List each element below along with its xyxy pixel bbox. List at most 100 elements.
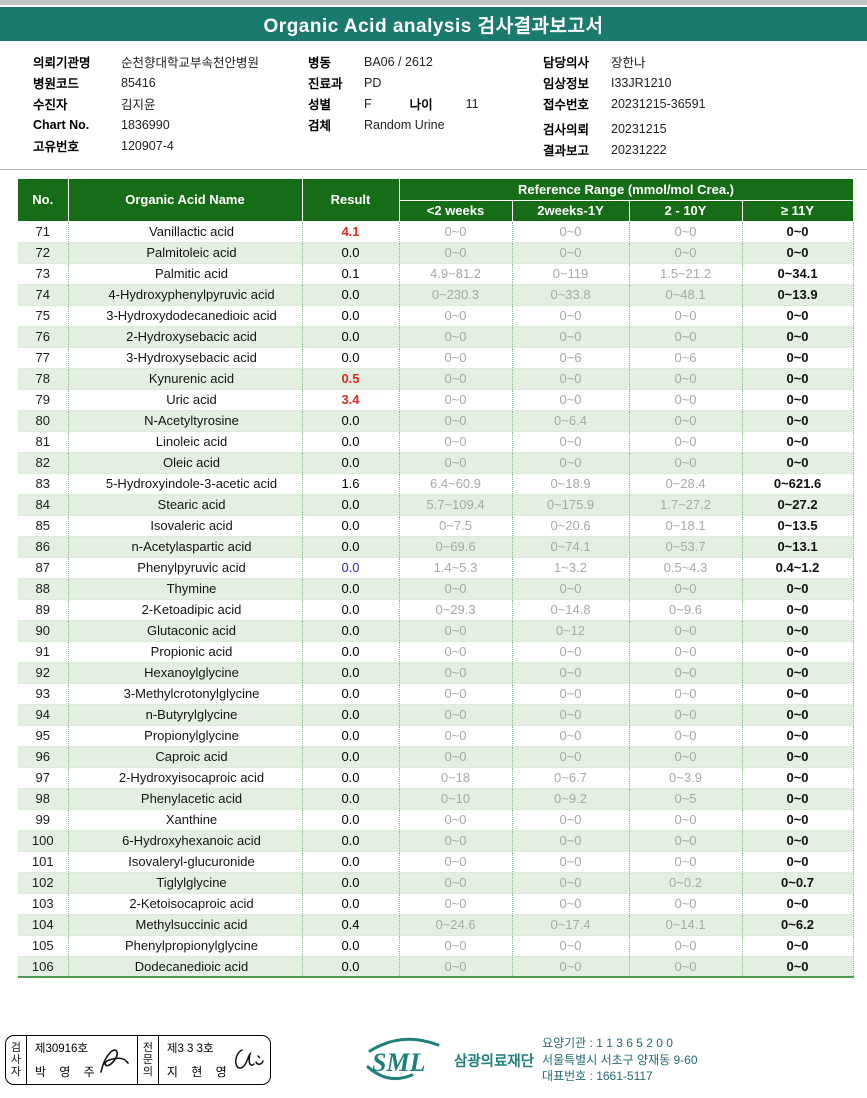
cell-ref-11y-plus: 0~0	[741, 703, 854, 725]
table-row: 77 3-Hydroxysebacic acid 0.0 0~0 0~6 0~6 0~0	[18, 346, 854, 368]
cell-ref-2weeks-1y: 0~0	[511, 892, 629, 914]
cell-result: 0.0	[301, 430, 399, 452]
lab-address-line2: 서울특별시 서초구 양재동 9-60	[542, 1052, 698, 1067]
cell-result: 0.0	[301, 451, 399, 473]
cell-ref-2weeks-1y: 0~0	[511, 304, 629, 326]
cell-no: 79	[18, 388, 68, 410]
info-value: Random Urine	[364, 117, 445, 132]
cell-ref-2-10y: 0~48.1	[628, 283, 742, 305]
cell-ref-2-10y: 0~0	[628, 808, 742, 830]
cell-ref-under2weeks: 4.9~81.2	[398, 262, 512, 284]
table-row: 95 Propionylglycine 0.0 0~0 0~0 0~0 0~0	[18, 724, 854, 746]
cell-no: 106	[18, 955, 68, 977]
cell-ref-11y-plus: 0~13.5	[741, 514, 854, 536]
cell-ref-2weeks-1y: 0~0	[511, 640, 629, 662]
cell-no: 99	[18, 808, 68, 830]
cell-result: 0.0	[301, 598, 399, 620]
table-row: 106 Dodecanedioic acid 0.0 0~0 0~0 0~0 0~0	[18, 955, 854, 977]
page-title: Organic Acid analysis 검사결과보고서	[263, 15, 604, 37]
cell-ref-2weeks-1y: 0~175.9	[511, 493, 629, 515]
column-header-ref-2-10y: 2 - 10Y	[628, 200, 743, 222]
table-row: 105 Phenylpropionylglycine 0.0 0~0 0~0 0~0 0~0	[18, 934, 854, 956]
cell-ref-under2weeks: 0~0	[398, 682, 512, 704]
cell-name: Glutaconic acid	[67, 619, 302, 641]
cell-no: 72	[18, 241, 68, 263]
cell-ref-11y-plus: 0~0	[741, 829, 854, 851]
cell-no: 90	[18, 619, 68, 641]
top-gray-bar	[0, 0, 867, 7]
cell-no: 104	[18, 913, 68, 935]
table-row: 79 Uric acid 3.4 0~0 0~0 0~0 0~0	[18, 388, 854, 410]
results-table-body: 71 Vanillactic acid 4.1 0~0 0~0 0~0 0~0 72 Palmi…	[18, 220, 854, 977]
patient-info-section: 의뢰기관명 순천향대학교부속천안병원 병원코드 85416 수진자 김지윤 Ch…	[0, 51, 867, 163]
cell-name: 3-Hydroxydodecanedioic acid	[67, 304, 302, 326]
specialist-name: 지 현 영	[166, 1065, 232, 1079]
cell-ref-2weeks-1y: 0~0	[511, 724, 629, 746]
info-label: 진료과	[308, 77, 343, 91]
cell-ref-2-10y: 0~0.2	[628, 871, 742, 893]
cell-ref-2-10y: 0~0	[628, 577, 742, 599]
cell-ref-under2weeks: 0~0	[398, 745, 512, 767]
cell-result: 0.0	[301, 661, 399, 683]
cell-result: 0.0	[301, 808, 399, 830]
cell-ref-11y-plus: 0~0	[741, 241, 854, 263]
patient-info-col3: 담당의사 장한나 임상정보 I33JR1210 접수번호 20231215-36…	[543, 51, 853, 160]
cell-ref-11y-plus: 0~0	[741, 451, 854, 473]
info-value: 20231222	[611, 142, 667, 157]
cell-ref-under2weeks: 0~0	[398, 241, 512, 263]
cell-result: 0.0	[301, 493, 399, 515]
info-row: 성별 F 나이 11	[308, 93, 543, 114]
cell-ref-2-10y: 0~0	[628, 241, 742, 263]
cell-ref-under2weeks: 0~0	[398, 955, 512, 977]
cell-ref-2-10y: 0~0	[628, 325, 742, 347]
info-row: 검체 Random Urine	[308, 114, 543, 135]
cell-name: 5-Hydroxyindole-3-acetic acid	[67, 472, 302, 494]
cell-ref-2-10y: 0~3.9	[628, 766, 742, 788]
cell-ref-2weeks-1y: 0~0	[511, 577, 629, 599]
cell-result: 0.0	[301, 577, 399, 599]
cell-no: 82	[18, 451, 68, 473]
info-label: 임상정보	[543, 77, 590, 91]
cell-ref-11y-plus: 0~0	[741, 892, 854, 914]
cell-name: Caproic acid	[67, 745, 302, 767]
column-header-name: Organic Acid Name	[67, 179, 303, 222]
cell-ref-2-10y: 0~0	[628, 850, 742, 872]
column-header-ref-2weeks-1y: 2weeks-1Y	[511, 200, 630, 222]
cell-ref-11y-plus: 0~0	[741, 934, 854, 956]
cell-ref-2weeks-1y: 1~3.2	[511, 556, 629, 578]
table-row: 86 n-Acetylaspartic acid 0.0 0~69.6 0~74.1 0~…	[18, 535, 854, 557]
cell-result: 0.0	[301, 892, 399, 914]
info-row: 임상정보 I33JR1210	[543, 72, 853, 93]
cell-no: 71	[18, 220, 68, 242]
cell-result: 0.0	[301, 409, 399, 431]
table-row: 84 Stearic acid 0.0 5.7~109.4 0~175.9 1.7~27.…	[18, 493, 854, 515]
cell-name: Palmitoleic acid	[67, 241, 302, 263]
cell-result: 0.0	[301, 682, 399, 704]
info-value: 장한나	[611, 56, 646, 70]
cell-no: 88	[18, 577, 68, 599]
cell-ref-11y-plus: 0~27.2	[741, 493, 854, 515]
cell-ref-under2weeks: 0~230.3	[398, 283, 512, 305]
cell-ref-2weeks-1y: 0~0	[511, 808, 629, 830]
cell-ref-11y-plus: 0~0	[741, 808, 854, 830]
cell-result: 0.0	[301, 640, 399, 662]
cell-ref-2weeks-1y: 0~0	[511, 661, 629, 683]
info-value: 1836990	[121, 117, 170, 132]
cell-ref-under2weeks: 0~0	[398, 346, 512, 368]
cell-ref-11y-plus: 0~0	[741, 220, 854, 242]
cell-ref-under2weeks: 0~10	[398, 787, 512, 809]
cell-result: 0.0	[301, 304, 399, 326]
results-table: No. Organic Acid Name Result Reference R…	[18, 179, 854, 978]
signature-box: 검사자 제30916호 박 영 주 전문의 제3 3 3호 지 현 영	[5, 1035, 271, 1085]
cell-ref-2-10y: 0~0	[628, 703, 742, 725]
cell-ref-2weeks-1y: 0~0	[511, 241, 629, 263]
info-value: 김지윤	[121, 98, 156, 112]
cell-result: 0.0	[301, 766, 399, 788]
examiner-license: 제30916호	[34, 1043, 89, 1055]
cell-name: Linoleic acid	[67, 430, 302, 452]
cell-result: 0.0	[301, 850, 399, 872]
info-value: BA06 / 2612	[364, 54, 433, 69]
cell-ref-under2weeks: 1.4~5.3	[398, 556, 512, 578]
cell-ref-11y-plus: 0~0	[741, 304, 854, 326]
cell-ref-2-10y: 1.5~21.2	[628, 262, 742, 284]
